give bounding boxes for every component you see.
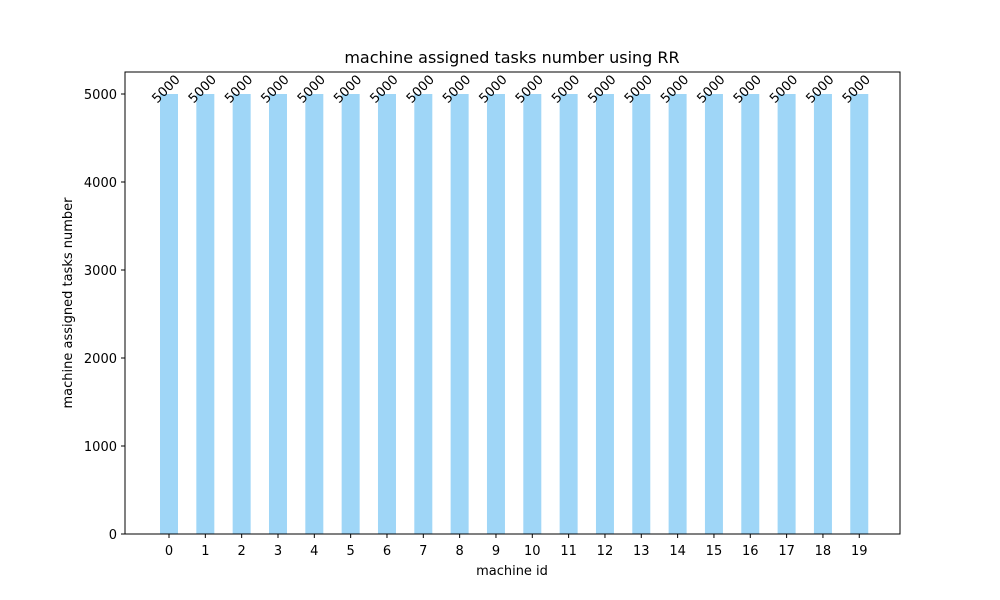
bar-machine-11 (559, 94, 578, 534)
x-tick-label: 15 (706, 544, 723, 559)
x-tick-label: 10 (524, 544, 541, 559)
plot-area-frame (124, 71, 901, 535)
y-tick-label: 4000 (84, 176, 117, 191)
x-tick-label: 9 (492, 544, 500, 559)
x-tick-label: 3 (274, 544, 282, 559)
x-axis-label: machine id (476, 564, 548, 579)
x-tick-label: 8 (455, 544, 463, 559)
x-tick-label: 2 (238, 544, 246, 559)
y-axis: 0 1000 2000 3000 4000 5000 (84, 88, 125, 543)
bar-machine-2 (232, 94, 251, 534)
bar-machine-12 (595, 94, 614, 534)
bar-machine-14 (668, 94, 687, 534)
bar-machine-16 (741, 94, 760, 534)
x-tick-label: 18 (815, 544, 832, 559)
x-tick-label: 1 (201, 544, 209, 559)
bar-machine-15 (704, 94, 723, 534)
y-axis-label: machine assigned tasks number (61, 197, 76, 409)
bar-machine-4 (305, 94, 324, 534)
x-tick-label: 19 (851, 544, 868, 559)
y-tick-label: 1000 (84, 440, 117, 455)
bar-machine-19 (850, 94, 869, 534)
y-tick-label: 0 (109, 528, 117, 543)
bar-machine-5 (341, 94, 360, 534)
x-tick-label: 11 (560, 544, 577, 559)
x-tick-label: 12 (597, 544, 614, 559)
bar-machine-1 (196, 94, 215, 534)
y-tick-label: 5000 (84, 88, 117, 103)
bar-machine-13 (632, 94, 651, 534)
x-tick-label: 14 (669, 544, 686, 559)
x-tick-label: 7 (419, 544, 427, 559)
y-tick-label: 2000 (84, 352, 117, 367)
bar-machine-3 (268, 94, 287, 534)
x-tick-label: 6 (383, 544, 391, 559)
bar-machine-8 (450, 94, 469, 534)
bar-machine-9 (486, 94, 505, 534)
bars-layer (160, 94, 869, 534)
bar-machine-17 (777, 94, 796, 534)
x-tick-label: 0 (165, 544, 173, 559)
bar-machine-7 (414, 94, 433, 534)
chart-title: machine assigned tasks number using RR (344, 48, 679, 67)
x-tick-label: 4 (310, 544, 318, 559)
x-axis: 0 1 2 3 4 5 6 7 8 9 10 11 12 13 14 15 16 17 18 19 (165, 534, 868, 559)
x-tick-label: 13 (633, 544, 650, 559)
bar-machine-18 (813, 94, 832, 534)
bar-machine-0 (160, 94, 178, 534)
x-tick-label: 17 (778, 544, 795, 559)
x-tick-label: 16 (742, 544, 759, 559)
bar-machine-10 (523, 94, 542, 534)
bar-machine-6 (377, 94, 396, 534)
y-tick-label: 3000 (84, 264, 117, 279)
x-tick-label: 5 (347, 544, 355, 559)
